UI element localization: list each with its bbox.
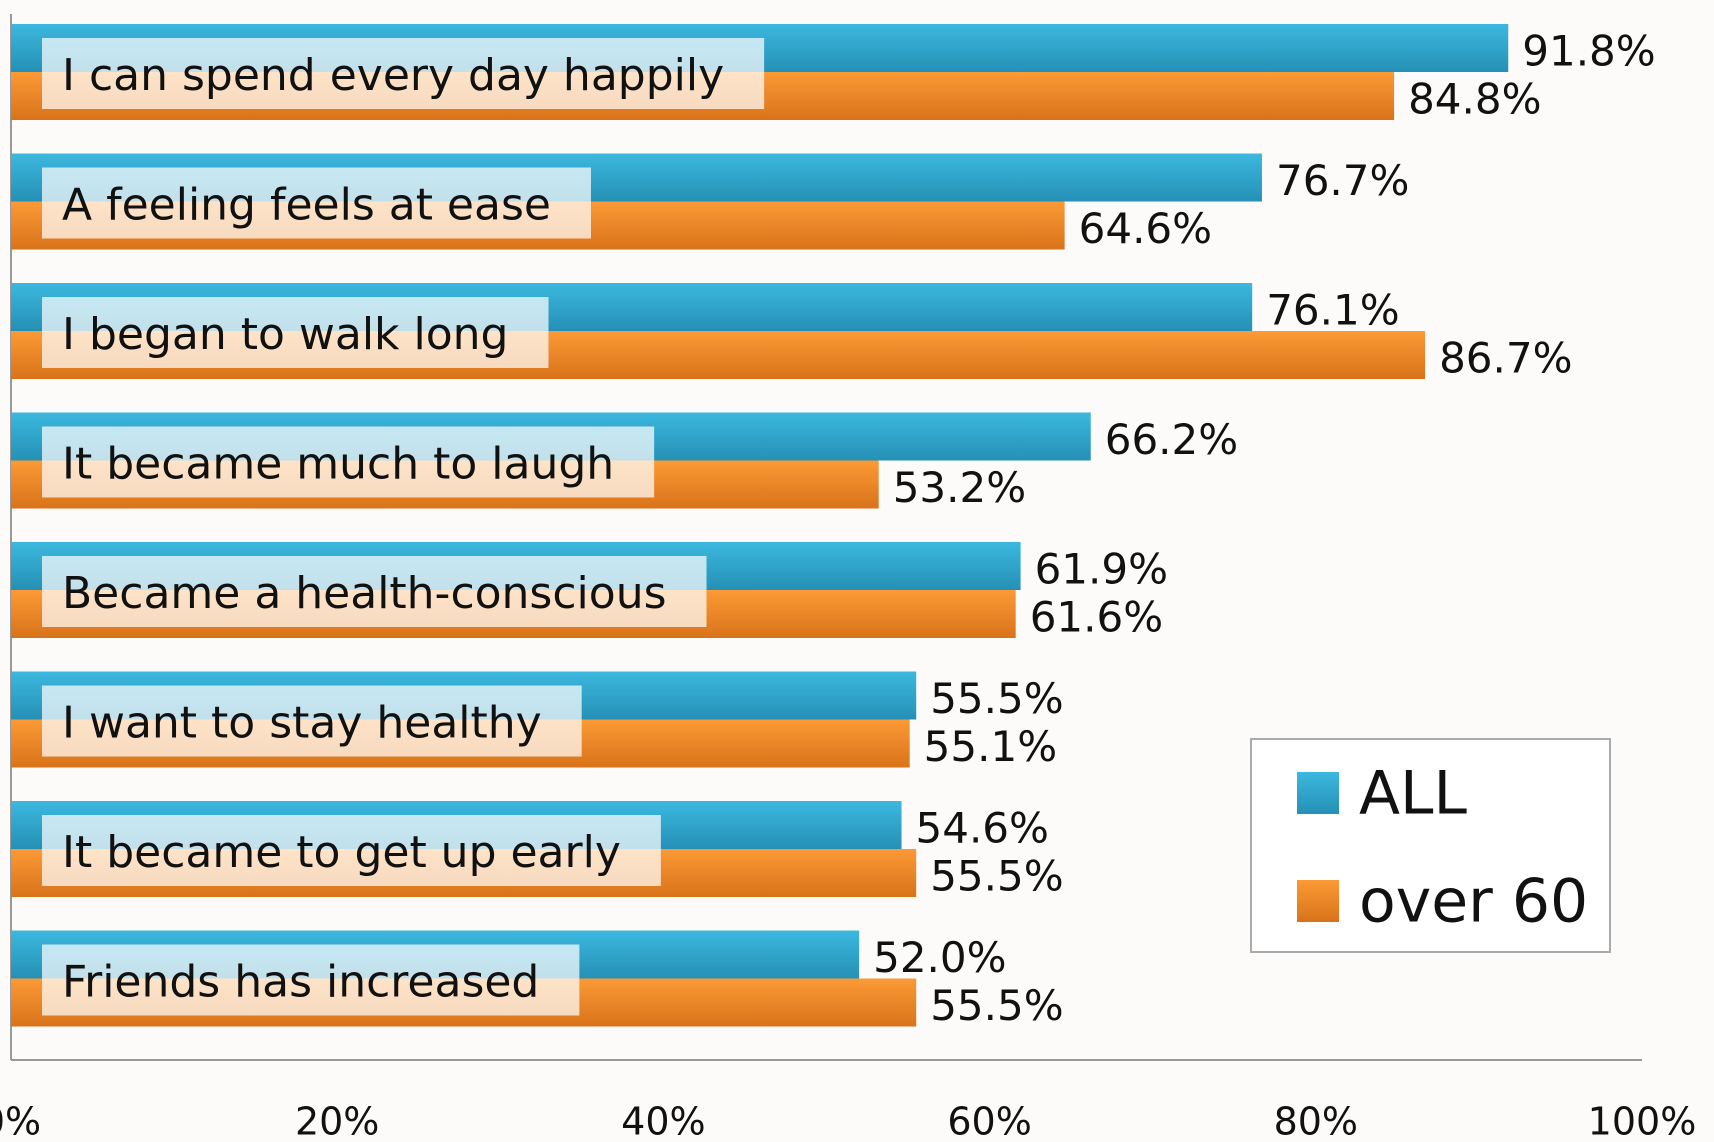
value-label: 53.2%: [893, 463, 1026, 512]
category-label-box: [42, 685, 582, 757]
legend-swatch: [1297, 880, 1339, 922]
value-label: 52.0%: [873, 933, 1006, 982]
category-label: It became much to laugh: [62, 439, 614, 490]
value-label: 84.8%: [1408, 75, 1541, 124]
value-label: 55.1%: [924, 722, 1057, 771]
value-label: 55.5%: [930, 674, 1063, 723]
x-tick-label: 60%: [947, 1100, 1031, 1142]
x-tick-label: 0%: [0, 1100, 41, 1142]
category-label: Became a health-conscious: [62, 568, 667, 619]
value-label: 61.9%: [1035, 545, 1168, 594]
x-tick-label: 20%: [295, 1100, 379, 1142]
x-tick-label: 100%: [1588, 1100, 1697, 1142]
category-label-box: [42, 297, 549, 368]
value-label: 66.2%: [1105, 415, 1238, 464]
x-tick-label: 80%: [1274, 1100, 1358, 1142]
value-label: 55.5%: [930, 852, 1063, 901]
legend-swatch: [1297, 772, 1339, 814]
category-label-box: [42, 426, 655, 498]
x-tick-label: 40%: [621, 1100, 705, 1142]
category-label-box: [42, 38, 765, 109]
legend-label: over 60: [1359, 867, 1588, 937]
category-label: I began to walk long: [62, 309, 509, 360]
category-label-box: [42, 167, 591, 239]
value-label: 76.7%: [1276, 156, 1409, 205]
category-label: A feeling feels at ease: [62, 180, 551, 231]
category-label: I want to stay healthy: [62, 698, 542, 749]
legend-label: ALL: [1359, 759, 1467, 829]
value-label: 61.6%: [1030, 593, 1163, 642]
category-label-box: [42, 556, 707, 627]
value-label: 64.6%: [1079, 204, 1212, 253]
category-label: I can spend every day happily: [62, 50, 724, 101]
category-label-box: [42, 815, 661, 886]
value-label: 76.1%: [1266, 286, 1399, 335]
value-label: 86.7%: [1439, 334, 1572, 383]
value-label: 54.6%: [916, 804, 1049, 853]
value-label: 55.5%: [930, 981, 1063, 1030]
category-label: It became to get up early: [62, 827, 621, 878]
value-label: 91.8%: [1522, 27, 1655, 76]
category-label: Friends has increased: [62, 957, 539, 1008]
category-label-box: [42, 944, 580, 1016]
